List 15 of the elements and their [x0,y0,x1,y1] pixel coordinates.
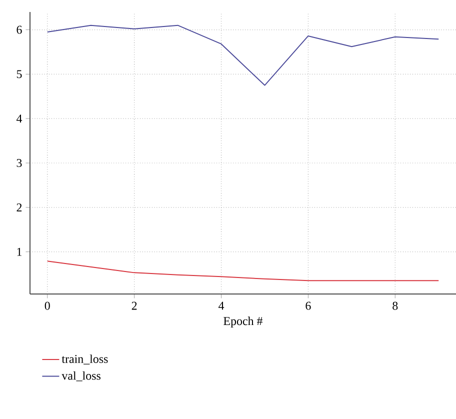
x-axis-title: Epoch # [224,316,263,328]
y-tick-label: 6 [16,26,22,34]
y-tick-label: 2 [16,203,22,212]
x-tick-label: 6 [306,302,311,310]
y-tick-label: 5 [16,70,22,78]
y-tick-label: 4 [16,114,22,123]
legend-label: val_loss [62,371,100,382]
line-series [46,24,440,86]
legend-label: train_loss [62,354,108,364]
x-tick-label: 4 [218,302,224,310]
x-tick-label: 2 [132,302,137,310]
x-tick-label: 0 [44,302,50,310]
y-tick-label: 1 [17,248,22,256]
x-tick-label: 8 [392,302,398,310]
y-tick-label: 3 [16,158,22,167]
